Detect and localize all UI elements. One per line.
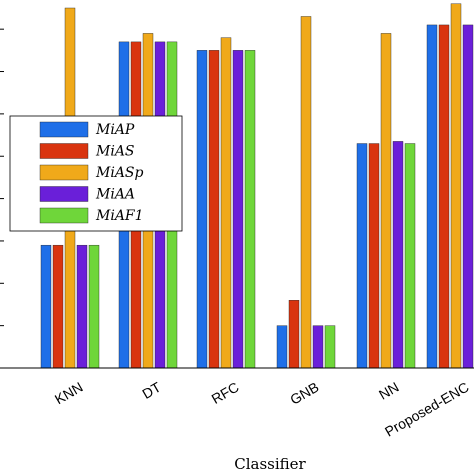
x-tick-label: DT	[139, 379, 164, 402]
legend-swatch-miasp	[39, 164, 89, 181]
bar-nn-miaa	[392, 141, 404, 369]
x-tick-label: RFC	[209, 379, 242, 407]
legend-label-miasp: MiASp	[95, 165, 144, 181]
bar-gnb-miap	[276, 325, 288, 369]
bar-proposed-enc-mias	[438, 24, 450, 369]
x-axis-title: Classifier	[234, 455, 306, 473]
bar-rfc-miaa	[232, 50, 244, 369]
legend-box	[9, 115, 183, 232]
bar-nn-miap	[356, 143, 368, 369]
legend-label-miap: MiAP	[95, 122, 135, 138]
bar-rfc-miap	[196, 50, 208, 369]
legend-label-mias: MiAS	[95, 144, 135, 160]
legend-swatch-mias	[39, 143, 89, 159]
bar-knn-miaa	[76, 244, 88, 369]
bar-knn-miaf1	[88, 244, 100, 369]
legend-label-miaf1: MiAF1	[95, 208, 144, 224]
bar-rfc-miasp	[220, 37, 232, 369]
legend-swatch-miaf1	[39, 207, 89, 224]
bar-proposed-enc-miasp	[450, 3, 462, 369]
x-tick-label: KNN	[52, 379, 86, 408]
bar-nn-mias	[368, 143, 380, 369]
x-tick-label: GNB	[287, 379, 321, 408]
x-tick-label: NN	[376, 379, 402, 403]
legend-swatch-miaa	[39, 186, 89, 202]
legend-swatch-miap	[39, 121, 89, 138]
bar-knn-miap	[40, 244, 52, 369]
bar-nn-miaf1	[404, 143, 416, 369]
legend: MiAP MiAS MiASp MiAA MiAF1	[9, 115, 183, 232]
bar-gnb-mias	[288, 300, 300, 369]
bar-nn-miasp	[380, 33, 392, 369]
legend-label-miaa: MiAA	[95, 187, 135, 203]
y-axis-ticks	[0, 28, 4, 369]
bar-gnb-miasp	[300, 16, 312, 369]
bar-proposed-enc-miaa	[462, 24, 474, 369]
bar-gnb-miaf1	[324, 325, 336, 369]
bar-knn-mias	[52, 244, 64, 369]
bar-gnb-miaa	[312, 325, 324, 369]
bar-rfc-miaf1	[244, 50, 256, 369]
bar-proposed-enc-miap	[426, 24, 438, 369]
bar-rfc-mias	[208, 50, 220, 369]
